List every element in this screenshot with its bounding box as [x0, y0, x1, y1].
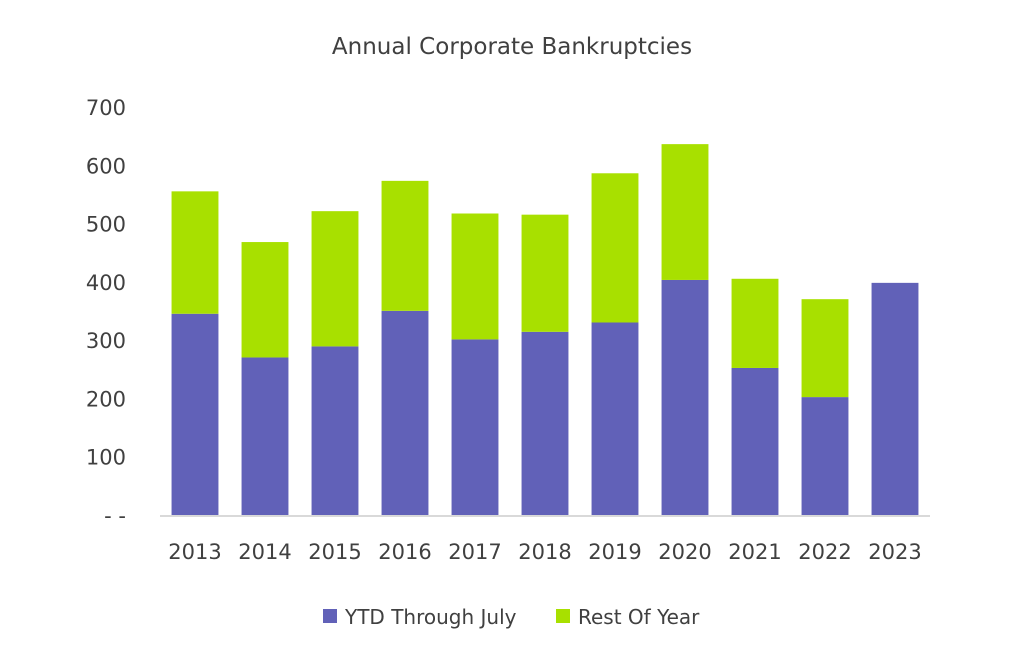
- legend-swatch: [323, 609, 337, 623]
- bar-rest-of-year-2015: [311, 211, 359, 347]
- y-axis: - - 100 200 300 400 500 600 700: [86, 96, 126, 528]
- bars-group: [171, 144, 919, 516]
- bar-ytd-2023: [871, 282, 919, 516]
- y-tick-label: 600: [86, 154, 126, 178]
- bar-rest-of-year-2020: [661, 144, 709, 280]
- bar-rest-of-year-2013: [171, 191, 219, 314]
- y-tick-label: - -: [104, 504, 126, 528]
- bar-rest-of-year-2021: [731, 278, 779, 368]
- x-tick-label: 2021: [728, 540, 781, 564]
- x-tick-label: 2016: [378, 540, 431, 564]
- bar-ytd-2020: [661, 279, 709, 516]
- y-tick-label: 300: [86, 329, 126, 353]
- x-tick-label: 2015: [308, 540, 361, 564]
- legend-swatch: [556, 609, 570, 623]
- bar-ytd-2018: [521, 331, 569, 516]
- bar-rest-of-year-2016: [381, 180, 429, 311]
- bar-ytd-2013: [171, 313, 219, 516]
- bar-rest-of-year-2014: [241, 242, 289, 358]
- x-axis: 2013 2014 2015 2016 2017 2018 2019 2020 2021 2022…: [168, 540, 921, 564]
- x-tick-label: 2017: [448, 540, 501, 564]
- y-tick-label: 200: [86, 387, 126, 411]
- legend: YTD Through July Rest Of Year: [323, 605, 700, 629]
- legend-label: YTD Through July: [344, 605, 517, 629]
- legend-label: Rest Of Year: [578, 605, 700, 629]
- x-tick-label: 2018: [518, 540, 571, 564]
- bar-ytd-2019: [591, 322, 639, 516]
- bar-ytd-2017: [451, 339, 499, 516]
- x-tick-label: 2022: [798, 540, 851, 564]
- y-tick-label: 700: [86, 96, 126, 120]
- bar-rest-of-year-2022: [801, 299, 849, 398]
- bar-ytd-2014: [241, 357, 289, 516]
- y-tick-label: 500: [86, 213, 126, 237]
- x-tick-label: 2023: [868, 540, 921, 564]
- chart-title: Annual Corporate Bankruptcies: [332, 34, 692, 60]
- bar-ytd-2021: [731, 367, 779, 516]
- bar-ytd-2015: [311, 346, 359, 516]
- x-tick-label: 2019: [588, 540, 641, 564]
- bar-rest-of-year-2018: [521, 214, 569, 332]
- bar-ytd-2022: [801, 397, 849, 516]
- x-tick-label: 2020: [658, 540, 711, 564]
- bar-ytd-2016: [381, 310, 429, 516]
- bar-rest-of-year-2019: [591, 173, 639, 323]
- x-tick-label: 2013: [168, 540, 221, 564]
- x-tick-label: 2014: [238, 540, 291, 564]
- y-tick-label: 400: [86, 271, 126, 295]
- y-tick-label: 100: [86, 446, 126, 470]
- bar-rest-of-year-2017: [451, 213, 499, 340]
